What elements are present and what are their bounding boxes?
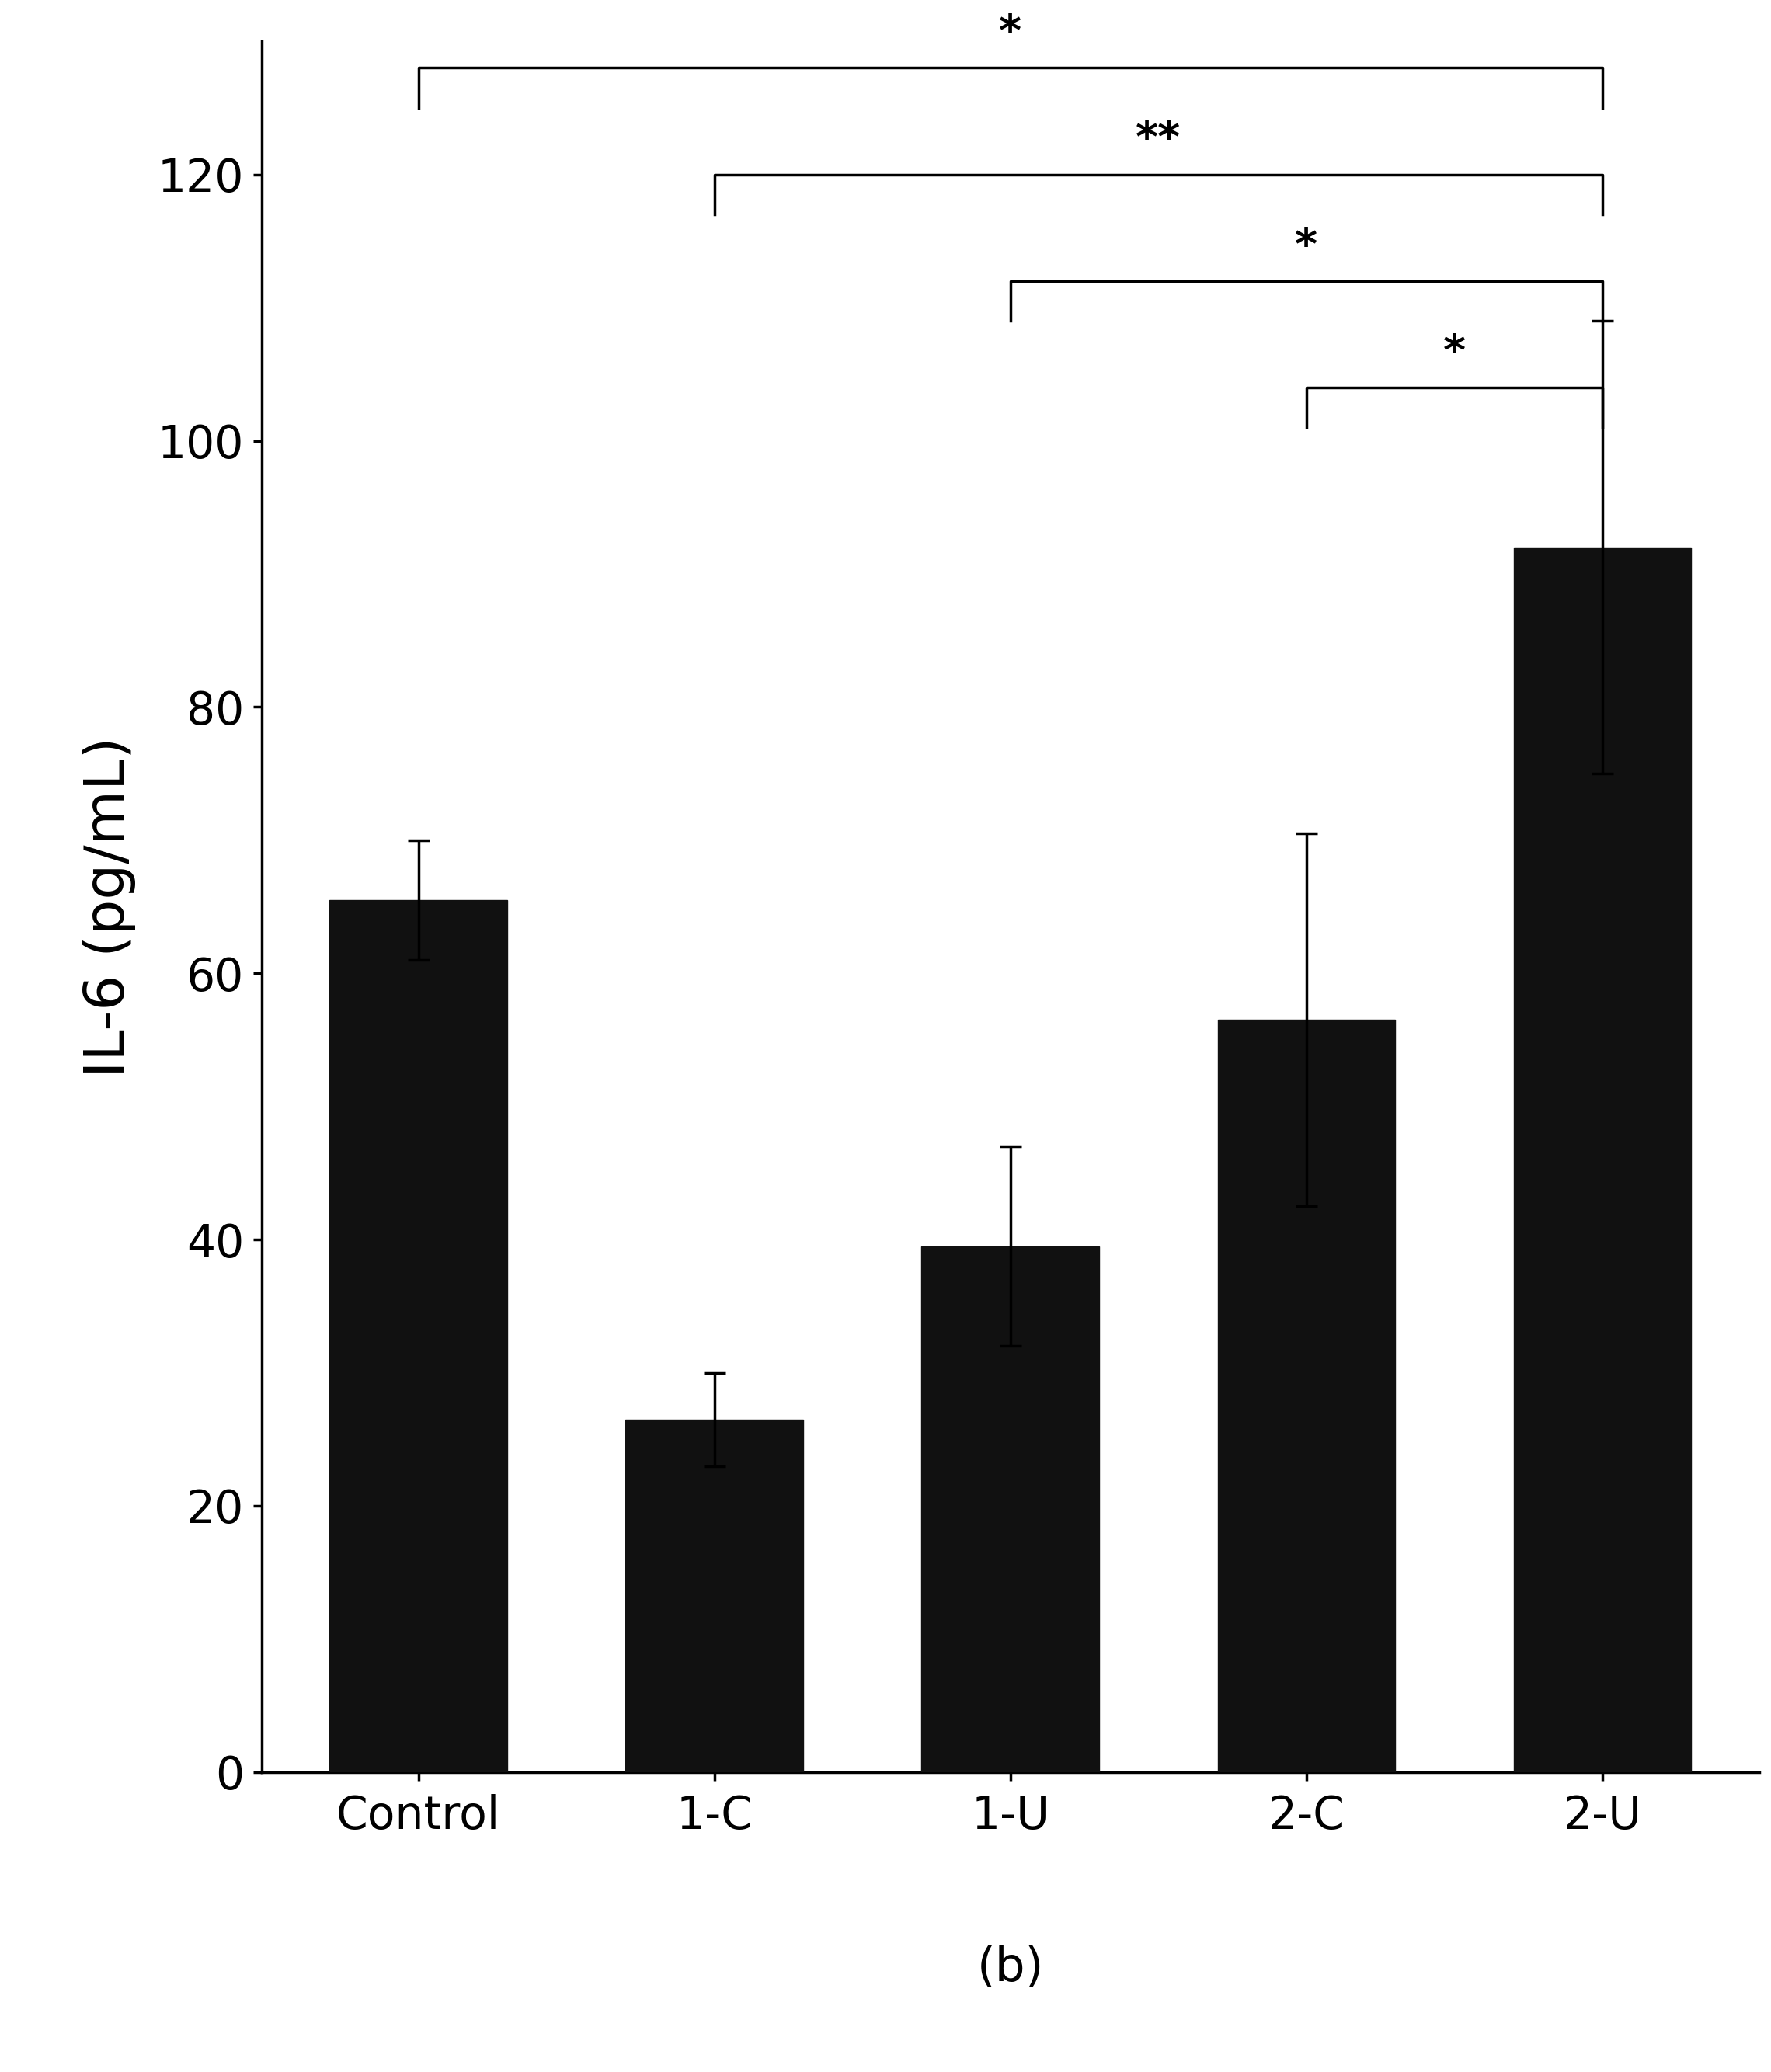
Bar [921, 1245, 1100, 1772]
Text: *: * [1295, 226, 1318, 267]
Text: **: ** [1135, 120, 1181, 162]
Text: *: * [1443, 332, 1466, 375]
Text: *: * [999, 12, 1022, 54]
Bar [1218, 1019, 1396, 1772]
Text: (b): (b) [978, 1946, 1043, 1991]
Y-axis label: IL-6 (pg/mL): IL-6 (pg/mL) [83, 736, 136, 1077]
Bar [329, 899, 507, 1772]
Bar [1514, 547, 1691, 1772]
Bar [625, 1419, 804, 1772]
